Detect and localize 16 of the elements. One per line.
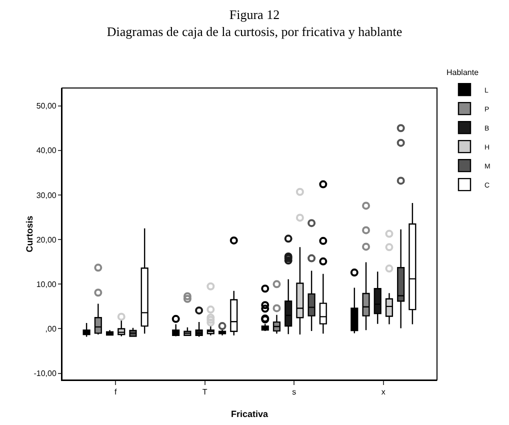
y-tick-label: 50,00 xyxy=(36,102,57,111)
y-tick-label: ,00 xyxy=(45,324,57,334)
x-tick-label: f xyxy=(114,388,118,397)
x-tick-label: x xyxy=(381,388,386,397)
y-tick-label: 20,00 xyxy=(36,235,57,244)
y-tick-label: 30,00 xyxy=(36,190,57,200)
y-tick-label: -10,00 xyxy=(34,369,57,378)
chart-subtitle: Diagramas de caja de la curtosis, por fricativa y hablante xyxy=(106,24,402,40)
chart-title: Figura 12 xyxy=(229,7,280,22)
y-tick-label: 40,00 xyxy=(36,146,57,156)
x-tick-label: T xyxy=(202,388,208,397)
y-tick-label: 10,00 xyxy=(36,280,57,289)
y-axis-title: Curtosis xyxy=(24,216,34,252)
legend-title: Hablante xyxy=(446,68,480,78)
x-tick-label: s xyxy=(292,388,296,397)
x-axis-title: Fricativa xyxy=(230,409,269,419)
